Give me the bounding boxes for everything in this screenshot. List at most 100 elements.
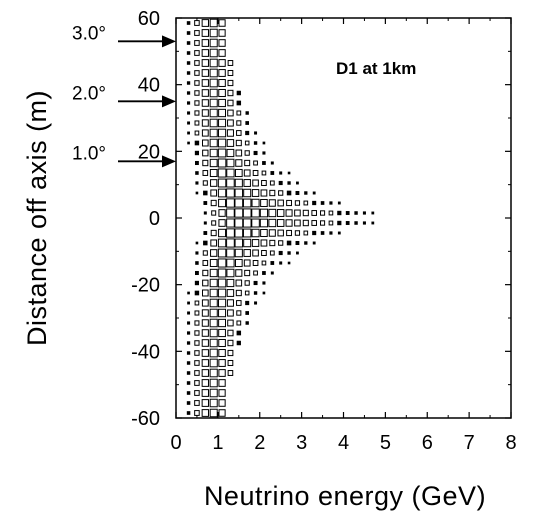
density-box xyxy=(242,208,252,218)
density-box xyxy=(209,398,218,408)
density-box xyxy=(302,219,309,227)
x-tick-label: 6 xyxy=(422,432,433,454)
density-box xyxy=(236,110,242,116)
density-box xyxy=(195,191,199,195)
density-box xyxy=(269,239,276,247)
density-box xyxy=(254,131,258,135)
density-box xyxy=(203,190,208,196)
density-box xyxy=(268,218,277,228)
y-tick-label: 40 xyxy=(138,75,160,97)
density-box xyxy=(251,189,260,197)
density-box xyxy=(268,208,277,218)
density-box xyxy=(194,340,200,346)
density-box xyxy=(244,280,250,286)
density-box xyxy=(194,130,200,136)
density-box xyxy=(270,171,275,175)
density-box xyxy=(201,129,209,137)
density-box xyxy=(262,281,266,285)
density-box xyxy=(259,208,269,218)
density-box xyxy=(253,280,258,286)
density-box xyxy=(194,30,200,36)
density-box xyxy=(235,289,242,297)
density-box xyxy=(195,261,199,265)
density-box xyxy=(218,198,227,208)
density-box xyxy=(252,170,259,176)
density-box xyxy=(227,79,234,87)
density-box xyxy=(227,370,234,376)
density-box xyxy=(276,209,285,217)
density-box xyxy=(194,110,200,116)
density-box xyxy=(195,171,199,175)
density-box xyxy=(217,168,227,178)
density-box xyxy=(201,69,209,77)
density-box xyxy=(302,209,309,217)
density-box xyxy=(234,228,244,238)
density-box xyxy=(234,258,243,268)
density-box xyxy=(210,249,218,257)
density-box xyxy=(217,298,227,308)
angle-label: 3.0° xyxy=(72,23,106,44)
density-box xyxy=(234,208,244,218)
density-box xyxy=(234,218,244,228)
density-box xyxy=(194,40,200,46)
density-box xyxy=(278,190,284,196)
density-box xyxy=(276,219,285,227)
density-box xyxy=(287,181,291,185)
density-box xyxy=(269,189,276,197)
density-box xyxy=(201,39,209,47)
density-box xyxy=(269,250,275,256)
density-box xyxy=(194,290,200,296)
density-box xyxy=(218,369,226,377)
density-box xyxy=(235,139,242,147)
density-box xyxy=(236,320,242,326)
density-box xyxy=(210,199,217,207)
density-box xyxy=(201,389,209,397)
density-box xyxy=(194,390,200,396)
density-box xyxy=(227,89,234,97)
density-box xyxy=(186,391,191,395)
density-box xyxy=(262,151,266,155)
density-box xyxy=(244,140,250,146)
density-box xyxy=(320,231,325,235)
density-box xyxy=(187,291,190,295)
density-box xyxy=(251,198,260,208)
density-box xyxy=(209,138,218,148)
density-box xyxy=(187,131,190,135)
density-box xyxy=(202,170,209,176)
density-box xyxy=(337,210,342,216)
density-box xyxy=(186,61,191,65)
density-box xyxy=(201,299,209,307)
density-box xyxy=(243,169,251,177)
density-box xyxy=(218,49,226,57)
density-box xyxy=(277,199,284,207)
density-box xyxy=(304,241,308,245)
density-box xyxy=(209,348,218,358)
density-box xyxy=(187,301,190,305)
density-box xyxy=(218,328,226,338)
density-box xyxy=(245,311,250,315)
density-box xyxy=(354,211,358,215)
density-box xyxy=(186,81,191,85)
density-box xyxy=(243,249,251,257)
density-box xyxy=(285,219,293,227)
density-box xyxy=(296,181,299,185)
density-box xyxy=(260,189,268,197)
density-box xyxy=(218,338,226,348)
density-box xyxy=(195,270,199,276)
density-box xyxy=(218,389,226,397)
density-box xyxy=(217,288,227,298)
density-box xyxy=(194,330,200,336)
density-box xyxy=(186,51,191,55)
density-box xyxy=(294,230,301,236)
density-box xyxy=(354,221,358,225)
density-box xyxy=(251,208,260,218)
density-box xyxy=(209,88,218,98)
density-box xyxy=(329,201,333,205)
density-box xyxy=(227,329,234,337)
angle-markers: 3.0° 2.0° 1.0° xyxy=(72,23,176,168)
density-box xyxy=(218,359,226,367)
density-box xyxy=(217,268,227,278)
density-box xyxy=(226,258,235,268)
density-box xyxy=(226,248,235,258)
density-box xyxy=(234,198,244,208)
